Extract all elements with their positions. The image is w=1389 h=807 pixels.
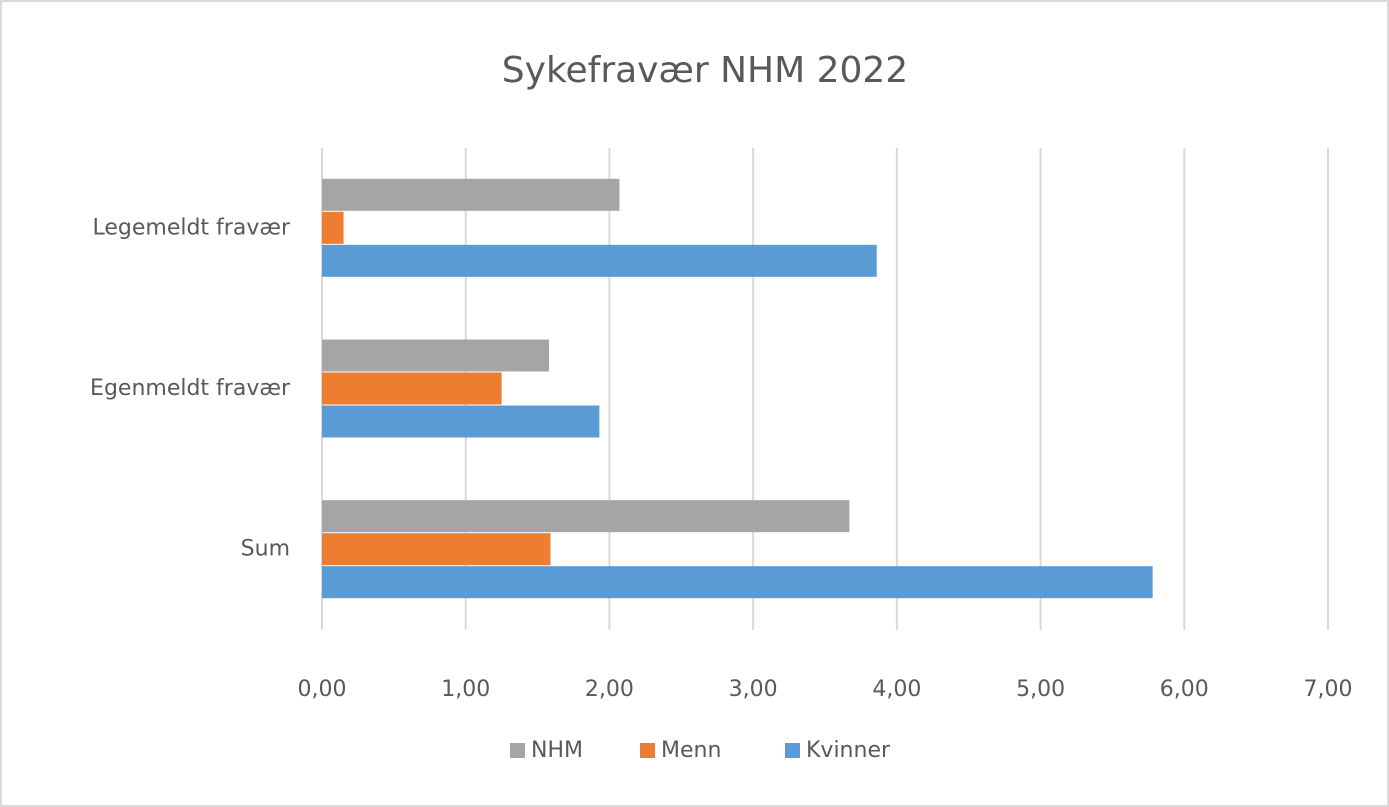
x-tick-label: 5,00 xyxy=(1016,677,1065,702)
bar xyxy=(322,500,850,533)
bar xyxy=(322,178,620,211)
legend-swatch xyxy=(640,743,655,758)
legend-label: Menn xyxy=(661,738,721,763)
x-tick-label: 0,00 xyxy=(298,677,347,702)
y-tick-label: Egenmeldt fravær xyxy=(90,376,291,401)
x-tick-label: 4,00 xyxy=(872,677,921,702)
bar xyxy=(322,566,1153,599)
bar xyxy=(322,533,551,566)
y-tick-label: Sum xyxy=(241,537,290,562)
bar xyxy=(322,339,550,372)
legend-label: Kvinner xyxy=(806,738,891,763)
legend-label: NHM xyxy=(531,738,583,763)
x-tick-label: 6,00 xyxy=(1160,677,1209,702)
x-tick-label: 1,00 xyxy=(441,677,490,702)
y-tick-label: Legemeldt fravær xyxy=(92,215,290,240)
bar xyxy=(322,244,877,277)
legend-swatch xyxy=(785,743,800,758)
x-tick-label: 2,00 xyxy=(585,677,634,702)
x-tick-label: 3,00 xyxy=(729,677,778,702)
chart-title: Sykefravær NHM 2022 xyxy=(502,50,908,91)
bar xyxy=(322,405,600,438)
bar xyxy=(322,211,344,244)
legend-swatch xyxy=(510,743,525,758)
x-tick-label: 7,00 xyxy=(1304,677,1353,702)
bar xyxy=(322,372,502,405)
